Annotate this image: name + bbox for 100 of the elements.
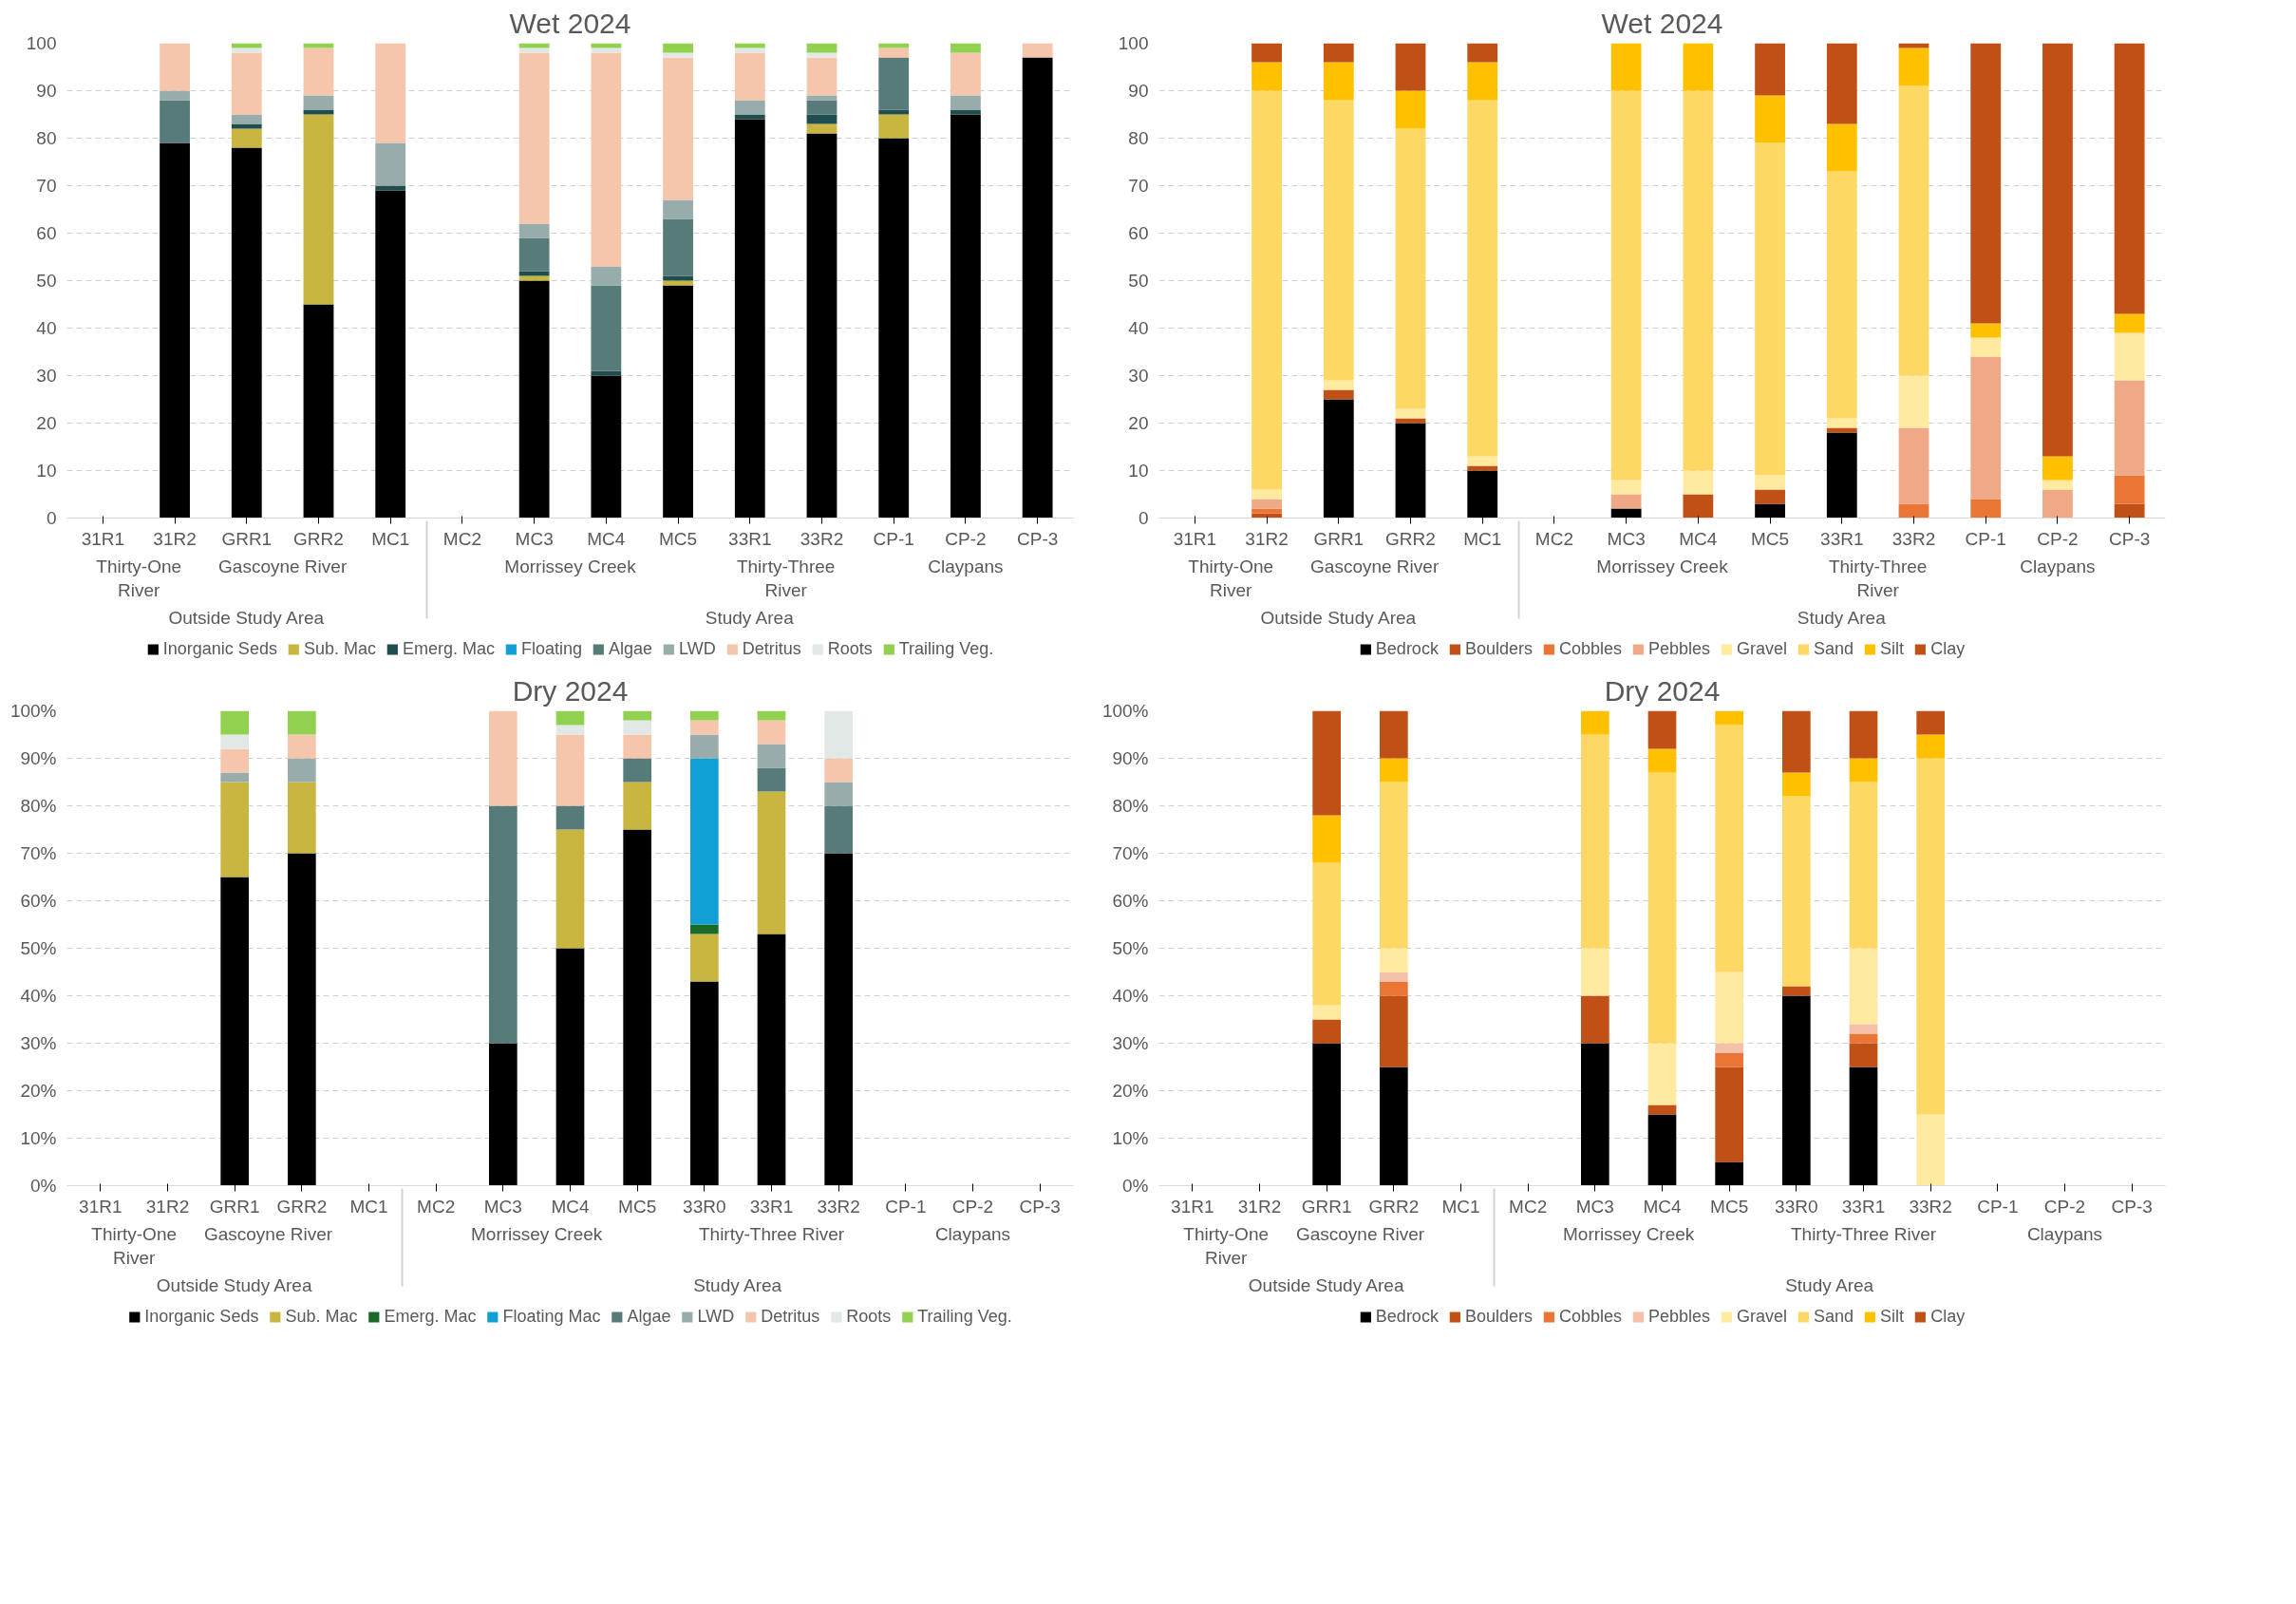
bar: [1467, 43, 1498, 63]
x-tick-label: CP-3: [1019, 1196, 1061, 1217]
legend-label: Roots: [846, 1306, 892, 1327]
bar: [950, 52, 981, 96]
text: Gascoyne River: [1295, 1223, 1425, 1244]
legend-label: Boulders: [1464, 638, 1533, 659]
bar: [1312, 862, 1342, 1006]
bar: [1916, 758, 1946, 1115]
bar: [1849, 1024, 1878, 1034]
x-tick-label: 33R1: [728, 528, 772, 549]
bar: [375, 185, 406, 191]
x-tick-label: MC1: [1441, 1196, 1480, 1217]
bar: [663, 280, 693, 286]
bar: [1898, 375, 1929, 428]
text: Morrissey Creek: [1563, 1223, 1695, 1244]
bar: [1755, 142, 1785, 476]
bar: [1379, 782, 1408, 949]
bar: [806, 43, 837, 53]
legend-label: Algae: [609, 638, 653, 659]
x-tick-label: MC2: [417, 1196, 456, 1217]
legend-label: Clay: [1930, 638, 1966, 659]
bar: [1323, 43, 1354, 63]
bar: [220, 710, 250, 735]
x-tick-label: 31R1: [1173, 528, 1217, 549]
x-tick-label: MC2: [1534, 528, 1573, 549]
bar: [734, 114, 765, 120]
bar: [1970, 356, 2002, 500]
text: Thirty-One River: [91, 1223, 178, 1268]
bar: [1898, 85, 1929, 376]
bar: [1252, 489, 1282, 500]
bar: [1715, 710, 1744, 726]
bar: [1647, 772, 1677, 1044]
bar: [878, 109, 910, 115]
bar: [231, 47, 262, 53]
legend-label: LWD: [679, 638, 716, 659]
bar: [1715, 972, 1744, 1044]
legend-label: Bedrock: [1375, 1306, 1439, 1327]
bar: [1323, 100, 1354, 381]
chart-title: Wet 2024: [509, 7, 631, 39]
bar: [950, 109, 981, 115]
bar: [1755, 489, 1785, 504]
x-tick-label: 33R2: [1909, 1196, 1952, 1217]
text: Study Area: [705, 607, 795, 628]
x-tick-label: GRR1: [1313, 528, 1364, 549]
bar: [1898, 43, 1929, 48]
bar: [1715, 1043, 1744, 1053]
bar: [555, 805, 585, 830]
bar: [220, 782, 250, 877]
bar: [555, 710, 585, 726]
bar: [1312, 710, 1342, 816]
bar: [518, 237, 550, 272]
y-tick-label: 40%: [1112, 986, 1149, 1006]
y-tick-label: 50: [1128, 271, 1149, 291]
bar: [1379, 972, 1408, 982]
bar: [1610, 480, 1642, 495]
text: Thirty-Three River: [1828, 556, 1928, 600]
bar: [824, 710, 854, 759]
x-tick-label: 31R1: [1171, 1196, 1214, 1217]
bar: [231, 43, 262, 48]
y-tick-label: 0: [1138, 508, 1149, 528]
bar: [2114, 332, 2145, 381]
x-tick-label: GRR1: [1301, 1196, 1352, 1217]
bar: [1826, 123, 1857, 172]
x-tick-label: 31R1: [81, 528, 125, 549]
x-tick-label: GRR2: [293, 528, 344, 549]
bar: [287, 710, 316, 735]
legend-label: Sub. Mac: [303, 638, 376, 659]
bar: [220, 748, 250, 773]
x-tick-label: MC3: [1575, 1196, 1614, 1217]
legend-label: Silt: [1880, 638, 1905, 659]
y-tick-label: 40%: [20, 986, 57, 1006]
legend-label: Clay: [1930, 1306, 1966, 1327]
x-tick-label: CP-3: [2109, 528, 2151, 549]
bar: [591, 266, 622, 286]
bar: [950, 95, 981, 110]
bar: [734, 47, 765, 53]
bar: [555, 829, 585, 949]
y-tick-label: 80: [36, 128, 57, 148]
legend-label: LWD: [697, 1306, 735, 1327]
bar: [1379, 981, 1408, 996]
bar: [591, 285, 622, 371]
bar: [757, 720, 786, 745]
y-tick-label: 50%: [1112, 938, 1149, 958]
y-tick-label: 20: [36, 413, 57, 433]
y-tick-label: 0%: [30, 1176, 57, 1196]
bar: [2114, 313, 2145, 333]
bar: [303, 47, 334, 96]
bar: [806, 52, 837, 58]
bar: [303, 43, 334, 48]
bar: [375, 142, 406, 186]
bar: [757, 791, 786, 934]
bar: [878, 114, 910, 139]
text: Thirty-One River: [1183, 1223, 1270, 1268]
bar: [1580, 948, 1609, 996]
bar: [689, 710, 719, 721]
text: Claypans: [2020, 556, 2096, 576]
y-tick-label: 60: [1128, 223, 1149, 243]
x-tick-label: GRR2: [1385, 528, 1436, 549]
text: Outside Study Area: [168, 607, 325, 628]
y-tick-label: 100: [26, 33, 57, 53]
